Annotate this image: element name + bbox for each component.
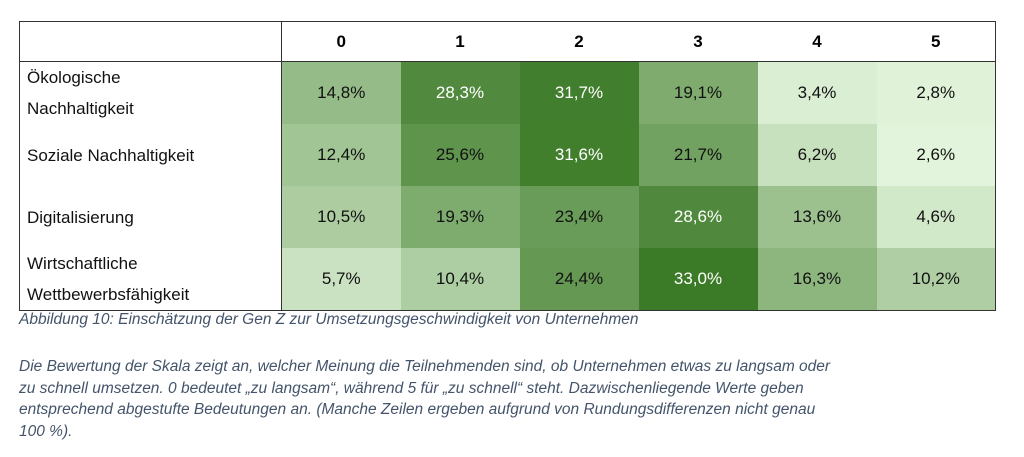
value-cell: 21,7%	[638, 124, 758, 186]
value-cell: 19,3%	[400, 186, 520, 248]
value-cell: 2,6%	[876, 124, 996, 186]
row-label: Digitalisierung	[19, 186, 282, 248]
value-cell: 23,4%	[519, 186, 639, 248]
table-row: Soziale Nachhaltigkeit 12,4% 25,6% 31,6%…	[19, 124, 996, 186]
value-cell: 5,7%	[281, 248, 401, 311]
data-table: 0 1 2 3 4 5 Ökologische Nachhaltigkeit 1…	[19, 21, 996, 311]
value-cell: 12,4%	[281, 124, 401, 186]
figure-caption: Abbildung 10: Einschätzung der Gen Z zur…	[19, 311, 639, 328]
table-row: Wirtschaftliche Wettbewerbsfähigkeit 5,7…	[19, 248, 996, 311]
row-label-line: Nachhaltigkeit	[27, 99, 134, 118]
column-header: 1	[400, 21, 520, 62]
column-header: 3	[638, 21, 758, 62]
row-label: Wirtschaftliche Wettbewerbsfähigkeit	[19, 248, 282, 311]
value-cell: 2,8%	[876, 61, 996, 124]
column-header: 0	[281, 21, 401, 62]
value-cell: 14,8%	[281, 61, 401, 124]
figure-note: Die Bewertung der Skala zeigt an, welche…	[19, 356, 1004, 442]
value-cell: 31,6%	[519, 124, 639, 186]
value-cell: 10,4%	[400, 248, 520, 311]
row-label: Soziale Nachhaltigkeit	[19, 124, 282, 186]
value-cell: 16,3%	[757, 248, 877, 311]
table-row: Digitalisierung 10,5% 19,3% 23,4% 28,6% …	[19, 186, 996, 248]
value-cell: 10,5%	[281, 186, 401, 248]
corner-cell	[19, 21, 282, 62]
table-row: Ökologische Nachhaltigkeit 14,8% 28,3% 3…	[19, 61, 996, 124]
value-cell: 13,6%	[757, 186, 877, 248]
value-cell: 28,3%	[400, 61, 520, 124]
note-line: Die Bewertung der Skala zeigt an, welche…	[19, 358, 831, 375]
value-cell: 33,0%	[638, 248, 758, 311]
row-label-line: Wettbewerbsfähigkeit	[27, 285, 190, 304]
value-cell: 19,1%	[638, 61, 758, 124]
value-cell: 10,2%	[876, 248, 996, 311]
heatmap-table: 0 1 2 3 4 5 Ökologische Nachhaltigkeit 1…	[19, 21, 996, 311]
value-cell: 4,6%	[876, 186, 996, 248]
value-cell: 25,6%	[400, 124, 520, 186]
row-label: Ökologische Nachhaltigkeit	[19, 61, 282, 124]
header-row: 0 1 2 3 4 5	[19, 21, 996, 62]
value-cell: 3,4%	[757, 61, 877, 124]
note-line: 100 %).	[19, 422, 73, 440]
note-line: zu schnell umsetzen. 0 bedeutet „zu lang…	[19, 379, 804, 397]
row-label-line: Wirtschaftliche	[27, 254, 138, 273]
column-header: 5	[876, 21, 996, 62]
note-line: entsprechend abgestufte Bedeutungen an. …	[19, 401, 816, 418]
column-header: 2	[519, 21, 639, 62]
row-label-line: Soziale Nachhaltigkeit	[27, 145, 195, 165]
column-header: 4	[757, 21, 877, 62]
row-label-line: Digitalisierung	[27, 207, 134, 227]
value-cell: 31,7%	[519, 61, 639, 124]
value-cell: 28,6%	[638, 186, 758, 248]
row-label-line: Ökologische	[27, 68, 121, 87]
value-cell: 6,2%	[757, 124, 877, 186]
value-cell: 24,4%	[519, 248, 639, 311]
